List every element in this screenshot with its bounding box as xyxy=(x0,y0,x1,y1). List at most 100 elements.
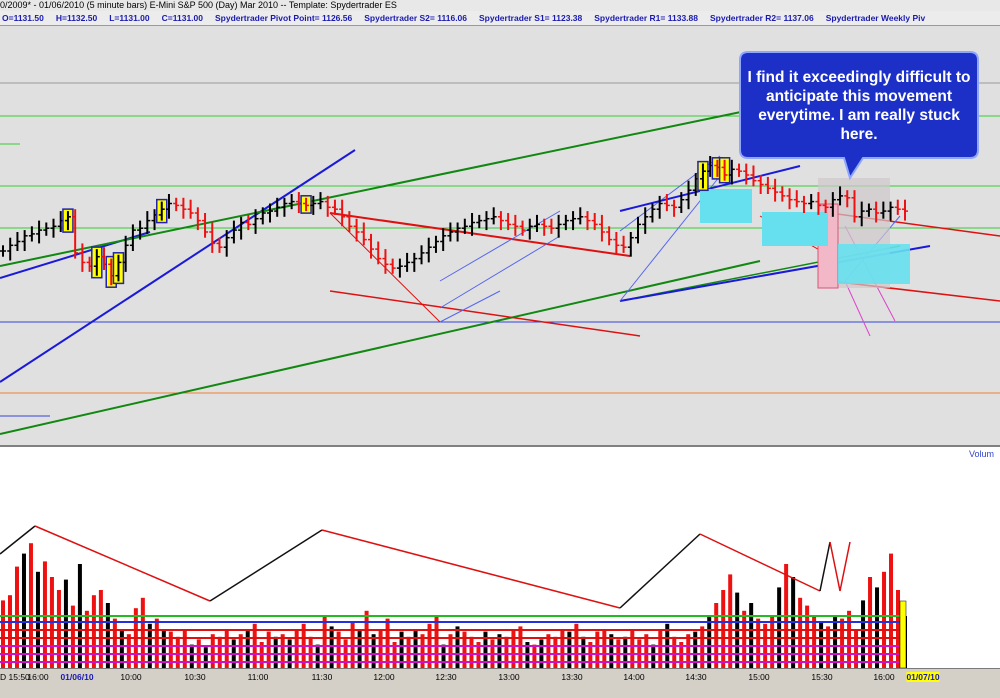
volume-bar xyxy=(553,636,558,668)
volume-bar xyxy=(602,629,607,668)
time-tick: 12:30 xyxy=(435,672,457,682)
volume-bar xyxy=(63,579,68,668)
time-tick: 11:00 xyxy=(247,672,269,682)
trend-line xyxy=(844,280,871,337)
time-tick: 12:00 xyxy=(373,672,395,682)
info-item: C=1131.00 xyxy=(161,13,203,23)
volume-bar xyxy=(805,605,810,668)
volume-bar xyxy=(406,636,411,668)
volume-bar xyxy=(21,553,26,668)
zigzag-line xyxy=(209,529,323,602)
volume-bar xyxy=(434,616,439,668)
trend-line xyxy=(0,260,761,435)
volume-bar xyxy=(357,629,362,668)
volume-bar xyxy=(560,629,565,668)
zigzag-line xyxy=(819,541,831,592)
volume-bar xyxy=(1,600,5,668)
volume-bar xyxy=(168,631,173,668)
info-item: L=1131.00 xyxy=(109,13,150,23)
info-item: Spydertrader Weekly Piv xyxy=(825,13,926,23)
time-tick: 14:30 xyxy=(685,672,707,682)
volume-bar xyxy=(777,587,782,668)
volume-bar xyxy=(210,634,215,668)
zigzag-line xyxy=(0,525,36,555)
window-title: 0/2009* - 01/06/2010 (5 minute bars) E-M… xyxy=(0,0,1000,11)
highlight-box xyxy=(838,244,910,284)
volume-bar xyxy=(329,626,334,668)
volume-bar xyxy=(385,618,390,668)
volume-bar xyxy=(826,626,831,668)
volume-bar xyxy=(812,616,817,668)
volume-bar xyxy=(84,610,89,668)
ohlc-info-bar: O=1131.50 H=1132.50 L=1131.00 C=1131.00 Spyd… xyxy=(0,11,1000,26)
volume-bar xyxy=(875,587,880,668)
volume-bar xyxy=(861,600,866,668)
trend-line xyxy=(439,290,501,323)
volume-bar xyxy=(126,634,131,668)
trend-line xyxy=(439,210,561,282)
volume-bar xyxy=(175,636,180,668)
trend-line xyxy=(0,149,356,383)
volume-bar xyxy=(266,631,271,668)
volume-panel-label: Volum xyxy=(969,449,995,459)
volume-bar xyxy=(189,644,194,668)
volume-bar xyxy=(105,603,110,668)
volume-bar xyxy=(798,597,803,668)
volume-bar xyxy=(280,634,285,668)
trend-line xyxy=(329,290,641,337)
zigzag-line xyxy=(34,525,211,602)
zigzag-line xyxy=(619,533,701,609)
trend-line xyxy=(329,212,631,257)
volume-bar xyxy=(294,629,299,668)
time-tick: 16:00 xyxy=(873,672,895,682)
volume-bar xyxy=(273,636,278,668)
volume-bar xyxy=(889,553,894,668)
volume-bar xyxy=(658,629,663,668)
volume-bar xyxy=(483,631,488,668)
volume-bar xyxy=(448,634,453,668)
volume-bar xyxy=(651,644,656,668)
volume-bar xyxy=(91,595,96,668)
volume-bar xyxy=(497,634,502,668)
volume-bar xyxy=(224,629,229,668)
volume-bar xyxy=(714,603,719,668)
volume-bar xyxy=(140,597,145,668)
volume-bar xyxy=(308,636,313,668)
info-item: O=1131.50 xyxy=(2,13,44,23)
volume-bar xyxy=(336,631,341,668)
volume-bar xyxy=(882,571,887,668)
volume-bar xyxy=(833,616,838,668)
volume-bar xyxy=(28,543,33,668)
highlight-box xyxy=(762,212,828,246)
volume-bar xyxy=(672,636,677,668)
zigzag-line xyxy=(829,541,841,592)
volume-bar xyxy=(399,631,404,668)
time-tick: 15:30 xyxy=(811,672,833,682)
volume-bar xyxy=(693,631,698,668)
volume-bar xyxy=(511,629,516,668)
volume-bar xyxy=(112,618,117,668)
volume-bar xyxy=(532,644,537,668)
time-tick: 16:00 xyxy=(27,672,49,682)
volume-bar xyxy=(609,634,614,668)
highlight-box xyxy=(700,189,752,223)
volume-bar xyxy=(742,610,747,668)
volume-bar xyxy=(413,629,418,668)
info-item: H=1132.50 xyxy=(55,13,98,23)
time-tick: 11:30 xyxy=(311,672,333,682)
zigzag-line xyxy=(321,529,621,609)
time-axis: D 15:50 16:00 01/06/10 10:00 10:30 11:00 11:30… xyxy=(0,668,1000,698)
annotation-callout: I find it exceedingly difficult to antic… xyxy=(738,50,980,181)
time-tick: 13:00 xyxy=(498,672,520,682)
volume-bar xyxy=(371,634,376,668)
time-tick: 10:30 xyxy=(184,672,206,682)
volume-bar xyxy=(749,603,754,668)
volume-bar xyxy=(840,618,845,668)
volume-bar xyxy=(623,636,628,668)
time-tick: 10:00 xyxy=(120,672,142,682)
volume-bar xyxy=(364,610,369,668)
current-volume-bar xyxy=(899,600,907,668)
volume-bar xyxy=(686,634,691,668)
volume-bar xyxy=(7,595,12,668)
info-item: Spydertrader R2= 1137.06 xyxy=(709,13,814,23)
